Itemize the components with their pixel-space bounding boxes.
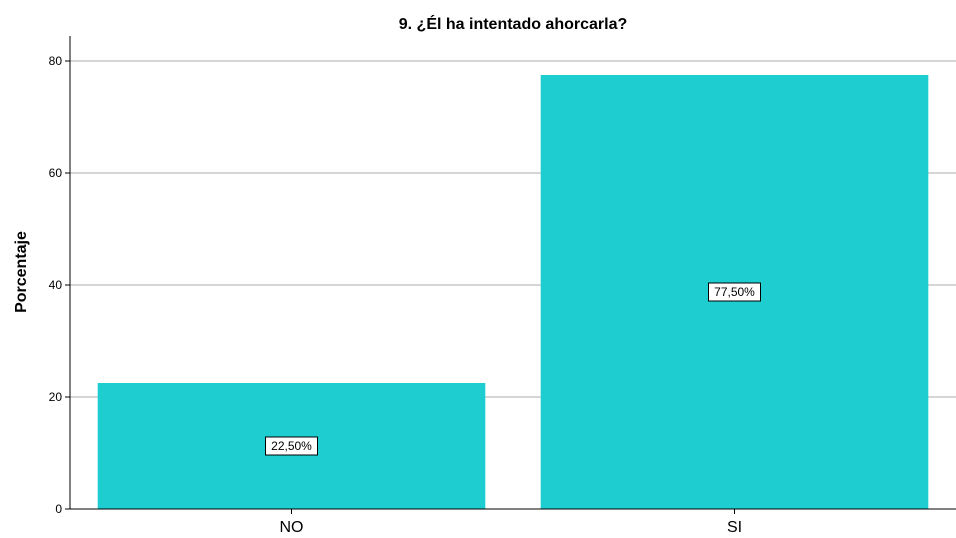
data-label-box [265, 436, 318, 456]
y-axis-label: Porcentaje [13, 231, 30, 313]
data-label-box [708, 282, 761, 302]
y-tick-label: 40 [49, 278, 63, 292]
y-axis-ticks: 0 20 40 60 80 [49, 54, 70, 516]
data-labels: 22,50% 77,50% [265, 282, 761, 456]
bars [97, 75, 929, 509]
y-tick-label: 80 [49, 54, 63, 68]
y-tick-label: 20 [49, 390, 63, 404]
x-axis-ticks: NO SI [280, 509, 742, 536]
y-tick-label: 60 [49, 166, 63, 180]
x-tick-label: SI [727, 519, 742, 536]
y-tick-label: 0 [55, 502, 62, 516]
data-label: 77,50% [714, 285, 755, 299]
chart-title: 9. ¿Él ha intentado ahorcarla? [399, 14, 628, 33]
x-tick-label: NO [280, 519, 304, 536]
data-label: 22,50% [271, 439, 312, 453]
